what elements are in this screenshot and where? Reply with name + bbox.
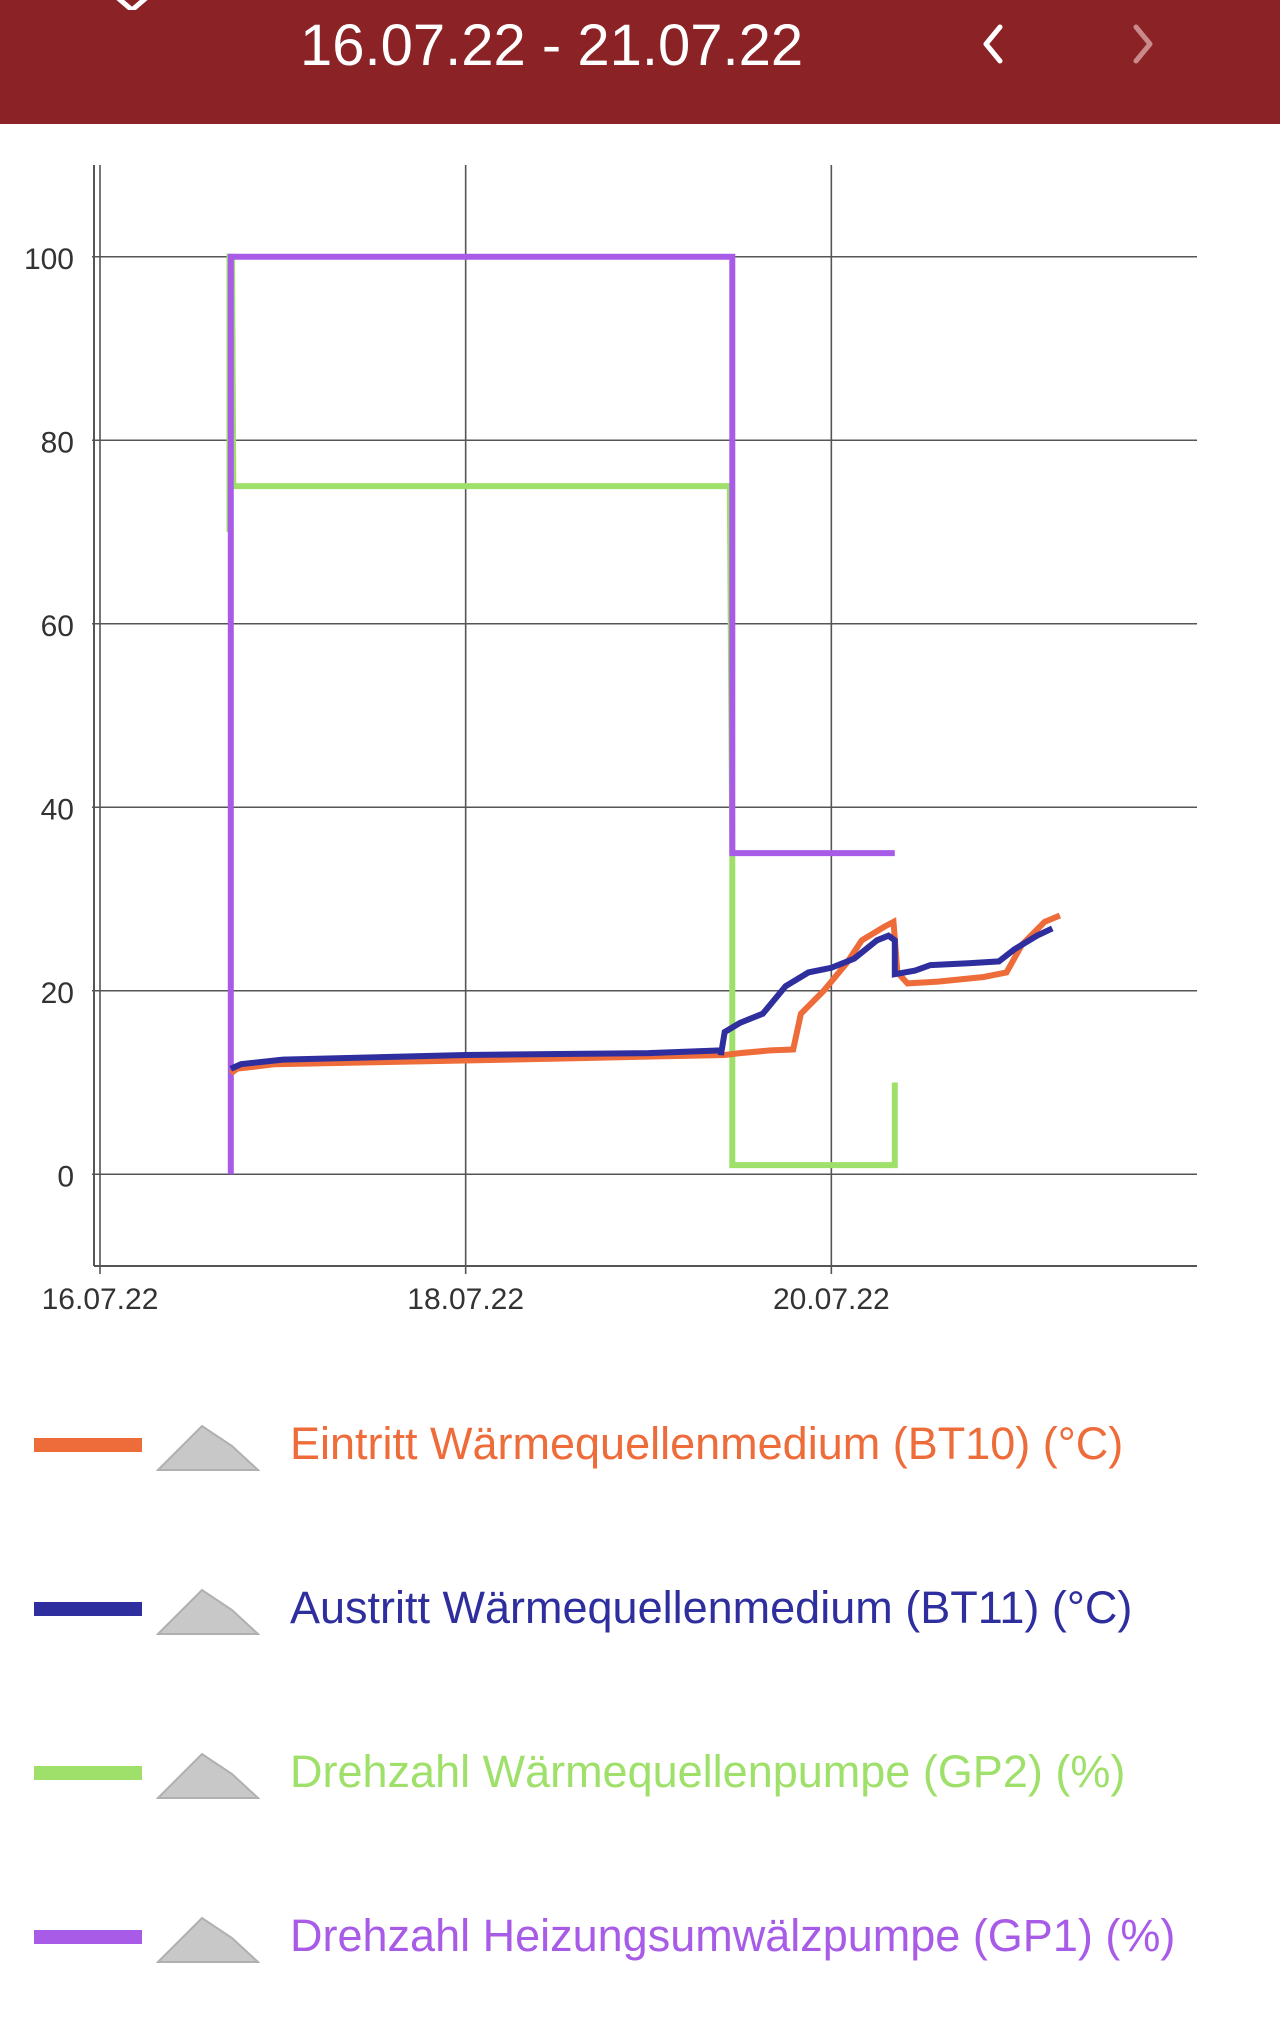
mountain-toggle-icon[interactable]: [156, 1584, 260, 1636]
y-tick-label: 100: [24, 243, 74, 276]
x-tick-label: 20.07.22: [773, 1283, 890, 1316]
legend-label: Drehzahl Heizungsumwälzpumpe (GP1) (%): [290, 1910, 1176, 1961]
x-tick-label: 18.07.22: [407, 1283, 524, 1316]
previous-period-button[interactable]: [958, 4, 1028, 84]
mountain-toggle-icon[interactable]: [156, 1912, 260, 1964]
mountain-toggle-icon[interactable]: [156, 1420, 260, 1472]
next-period-button[interactable]: [1108, 4, 1178, 84]
legend-item-gp2[interactable]: Drehzahl Wärmequellenpumpe (GP2) (%): [0, 1718, 1280, 1828]
legend-swatch: [34, 1930, 142, 1944]
legend-swatch: [34, 1602, 142, 1616]
line-chart: 0 20 40 60 80 100 16.07.22 18.07.22 20.07.22: [24, 165, 1197, 1316]
y-tick-label: 60: [41, 610, 74, 643]
legend-label: Eintritt Wärmequellenmedium (BT10) (°C): [290, 1418, 1124, 1469]
y-tick-label: 20: [41, 977, 74, 1010]
legend-swatch: [34, 1766, 142, 1780]
date-range-title: 16.07.22 - 21.07.22: [300, 13, 804, 78]
top-bar: 16.07.22 - 21.07.22: [0, 0, 1280, 124]
series-line-2: [227, 253, 895, 1175]
chevron-left-icon: [983, 24, 1003, 64]
mountain-toggle-icon[interactable]: [156, 1748, 260, 1800]
y-tick-label: 0: [57, 1160, 74, 1193]
legend-label: Austritt Wärmequellenmedium (BT11) (°C): [290, 1582, 1133, 1633]
legend-label: Drehzahl Wärmequellenpumpe (GP2) (%): [290, 1746, 1126, 1797]
x-tick-label: 16.07.22: [42, 1283, 159, 1316]
y-tick-label: 80: [41, 426, 74, 459]
series-line-4: [229, 925, 1054, 1072]
legend-item-gp1[interactable]: Drehzahl Heizungsumwälzpumpe (GP1) (%): [0, 1882, 1280, 1992]
back-arrow-icon[interactable]: [112, 0, 152, 10]
legend-item-bt11[interactable]: Austritt Wärmequellenmedium (BT11) (°C): [0, 1554, 1280, 1664]
legend-item-bt10[interactable]: Eintritt Wärmequellenmedium (BT10) (°C): [0, 1390, 1280, 1500]
y-tick-label: 40: [41, 793, 74, 826]
legend-swatch: [34, 1438, 142, 1452]
series-line-3: [229, 912, 1062, 1076]
chevron-right-icon: [1133, 24, 1153, 64]
